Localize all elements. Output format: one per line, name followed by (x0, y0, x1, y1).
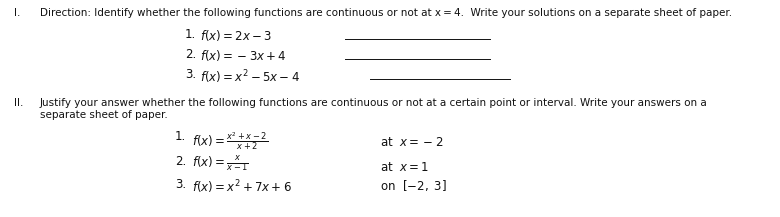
Text: $f(x) = 2x - 3$: $f(x) = 2x - 3$ (200, 28, 272, 43)
Text: 3.: 3. (175, 178, 186, 191)
Text: $f(x) = -3x + 4$: $f(x) = -3x + 4$ (200, 48, 287, 63)
Text: on  $[-2,\ 3]$: on $[-2,\ 3]$ (380, 178, 447, 193)
Text: 2.: 2. (175, 155, 186, 168)
Text: 1.: 1. (175, 130, 186, 143)
Text: $f(x) = x^2 + 7x + 6$: $f(x) = x^2 + 7x + 6$ (192, 178, 292, 196)
Text: $f(x) = \frac{x^2+x-2}{x+2}$: $f(x) = \frac{x^2+x-2}{x+2}$ (192, 130, 268, 152)
Text: $f(x) = \frac{x}{x-1}$: $f(x) = \frac{x}{x-1}$ (192, 155, 249, 174)
Text: I.: I. (14, 8, 20, 18)
Text: at  $x = -2$: at $x = -2$ (380, 136, 444, 149)
Text: separate sheet of paper.: separate sheet of paper. (40, 110, 168, 120)
Text: at  $x = 1$: at $x = 1$ (380, 161, 429, 174)
Text: 2.: 2. (185, 48, 197, 61)
Text: Justify your answer whether the following functions are continuous or not at a c: Justify your answer whether the followin… (40, 98, 707, 108)
Text: 1.: 1. (185, 28, 197, 41)
Text: Direction: Identify whether the following functions are continuous or not at x =: Direction: Identify whether the followin… (40, 8, 732, 18)
Text: $f(x) = x^2 - 5x - 4$: $f(x) = x^2 - 5x - 4$ (200, 68, 300, 85)
Text: II.: II. (14, 98, 23, 108)
Text: 3.: 3. (185, 68, 196, 81)
